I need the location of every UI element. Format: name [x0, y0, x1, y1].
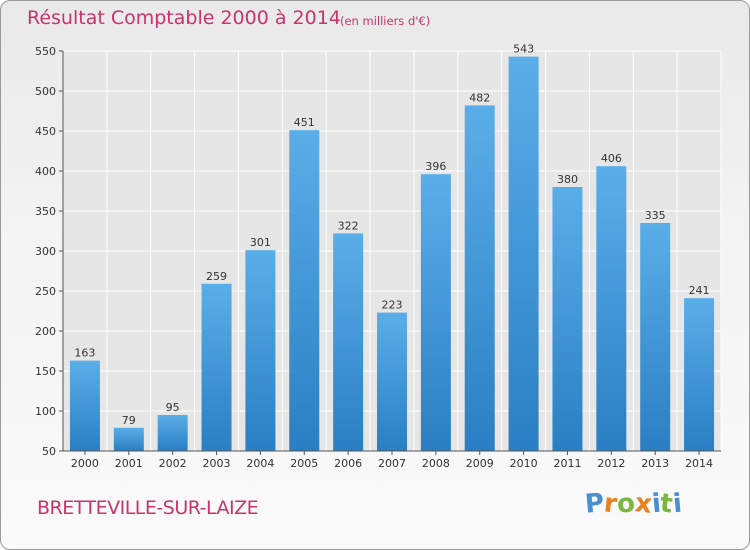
bar-2004 [245, 250, 276, 451]
value-label-2011: 380 [557, 173, 578, 186]
bar-2010 [508, 56, 539, 451]
bar-2008 [420, 174, 451, 451]
value-label-2001: 79 [122, 414, 136, 427]
bar-2014 [684, 298, 715, 451]
bar-2005 [289, 130, 320, 451]
bar-2013 [640, 223, 671, 451]
bar-2003 [201, 283, 232, 451]
chart-title: Résultat Comptable 2000 à 2014 [27, 7, 341, 29]
bar-2011 [552, 187, 583, 451]
y-tick-label: 150 [35, 365, 56, 378]
x-tick-label-2001: 2001 [115, 457, 143, 470]
commune-name: BRETTEVILLE-SUR-LAIZE [37, 497, 259, 519]
x-tick-label-2002: 2002 [159, 457, 187, 470]
value-label-2013: 335 [645, 209, 666, 222]
bars [69, 56, 715, 452]
x-tick-label-2010: 2010 [510, 457, 538, 470]
value-label-2003: 259 [206, 270, 227, 283]
y-tick-label: 250 [35, 285, 56, 298]
x-tick-label-2007: 2007 [378, 457, 406, 470]
y-tick-label: 350 [35, 205, 56, 218]
bar-2006 [333, 233, 364, 451]
logo-letter: i [671, 488, 684, 520]
y-tick-label: 500 [35, 85, 56, 98]
x-tick-label-2012: 2012 [597, 457, 625, 470]
bar-2000 [69, 360, 100, 451]
value-label-2000: 163 [74, 347, 95, 360]
value-label-2008: 396 [425, 160, 446, 173]
x-tick-label-2008: 2008 [422, 457, 450, 470]
bar-2007 [377, 312, 407, 451]
value-label-2010: 543 [513, 43, 534, 56]
x-tick-label-2004: 2004 [246, 457, 274, 470]
value-label-2006: 322 [338, 219, 359, 232]
x-tick-label-2006: 2006 [334, 457, 362, 470]
value-label-2007: 223 [382, 299, 403, 312]
value-label-2014: 241 [689, 284, 710, 297]
x-tick-label-2000: 2000 [71, 457, 99, 470]
chart-subtitle: (en milliers d'€) [340, 14, 431, 28]
x-tick-label-2013: 2013 [641, 457, 669, 470]
x-tick-label-2014: 2014 [685, 457, 713, 470]
bar-2012 [596, 166, 627, 451]
bar-2009 [464, 105, 495, 452]
y-tick-label: 550 [35, 45, 56, 58]
x-tick-label-2005: 2005 [290, 457, 318, 470]
y-tick-label: 200 [35, 325, 56, 338]
axes: 50 100 150 200 250 300 350 400 450 500 550 2000 2001… [35, 45, 721, 470]
value-labels: 163 79 95 259 301 451 322 223 396 482 543 380 406 335… [74, 43, 709, 427]
y-tick-label: 100 [35, 405, 56, 418]
y-tick-label: 400 [35, 165, 56, 178]
value-label-2012: 406 [601, 152, 622, 165]
value-label-2004: 301 [250, 236, 271, 249]
proxiti-logo: Proxiti [584, 488, 684, 520]
value-label-2009: 482 [469, 91, 490, 104]
y-tick-label: 50 [42, 445, 56, 458]
y-tick-label: 450 [35, 125, 56, 138]
x-tick-label-2011: 2011 [553, 457, 581, 470]
value-label-2005: 451 [294, 116, 315, 129]
value-label-2002: 95 [166, 401, 180, 414]
x-tick-label-2003: 2003 [203, 457, 231, 470]
x-tick-label-2009: 2009 [466, 457, 494, 470]
bar-2001 [113, 427, 144, 451]
bar-2002 [157, 415, 188, 451]
y-tick-label: 300 [35, 245, 56, 258]
